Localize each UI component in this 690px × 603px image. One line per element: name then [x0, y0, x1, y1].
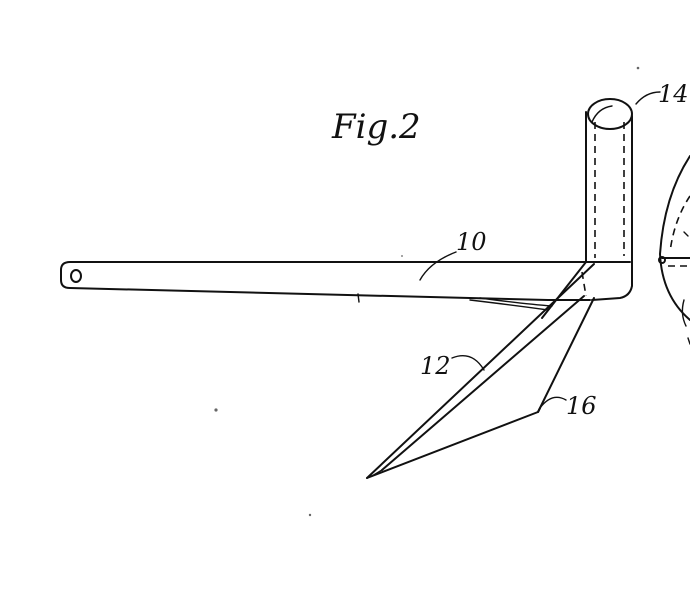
blade	[366, 297, 595, 479]
brace	[366, 263, 595, 479]
post	[585, 98, 633, 263]
leader-12	[451, 355, 485, 371]
leader-lines	[419, 91, 661, 409]
label-10: 10	[456, 228, 487, 256]
leader-10	[419, 251, 457, 281]
leader-16	[539, 396, 567, 409]
label-16: 16	[566, 392, 597, 420]
mounting-hole	[70, 269, 82, 283]
post-top	[587, 98, 633, 130]
adjacent-part	[658, 155, 690, 345]
figure-title: Fig.2	[331, 107, 421, 147]
label-14: 14	[658, 80, 689, 108]
scan-specks	[214, 66, 640, 517]
leader-14	[635, 91, 661, 105]
beam	[60, 261, 631, 303]
foot-plate	[541, 257, 633, 319]
beam-mark	[357, 293, 360, 303]
label-12: 12	[420, 352, 451, 380]
